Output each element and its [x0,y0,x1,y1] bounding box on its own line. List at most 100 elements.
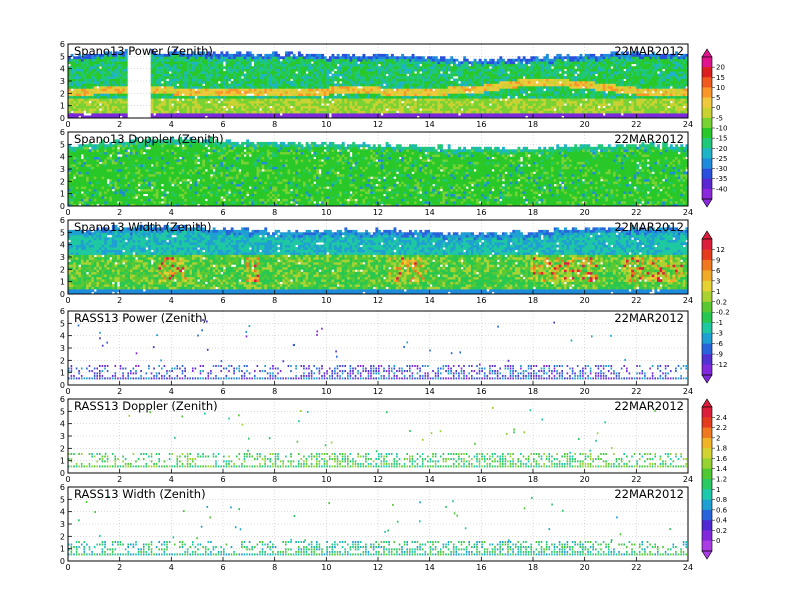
data-cell [202,115,206,118]
data-cell [520,81,523,84]
data-cell [328,66,332,69]
data-cell [602,93,606,97]
data-cell [352,98,356,102]
data-cell [73,88,77,92]
data-cell [272,56,275,60]
data-cell [473,100,477,104]
data-cell [564,63,567,67]
data-cell [362,76,366,79]
data-cell [158,66,162,69]
data-cell [264,88,268,92]
data-cell [432,58,436,62]
data-cell [486,103,490,106]
data-cell [194,63,198,67]
data-cell [372,66,376,69]
data-cell [530,115,534,118]
data-cell [597,113,601,116]
data-cell [101,103,105,106]
data-cell [109,100,113,104]
data-cell [398,115,402,118]
data-cell [176,51,180,55]
data-cell [186,100,190,104]
data-cell [269,88,273,92]
data-cell [290,66,294,69]
data-cell [310,83,314,87]
data-cell [592,78,596,82]
data-cell [579,53,583,57]
data-cell [228,71,232,74]
data-cell [117,83,120,87]
data-cell [602,100,606,104]
data-cell [587,66,591,69]
data-cell [359,113,363,116]
data-cell [458,76,461,79]
data-cell [215,103,219,106]
data-cell [93,71,97,74]
data-cell [168,61,172,65]
data-cell [243,105,247,109]
data-cell [434,95,438,99]
data-cell [266,56,270,60]
data-cell [507,66,511,69]
data-cell [476,108,480,111]
data-cell [86,78,89,82]
data-cell [68,83,71,87]
data-cell [220,76,224,79]
data-cell [419,76,423,79]
data-cell [419,113,423,116]
data-cell [473,85,477,89]
data-cell [352,108,356,111]
data-cell [450,61,454,65]
data-cell [266,110,270,114]
data-cell [158,78,162,82]
data-cell [122,98,126,102]
data-cell [292,83,296,87]
data-cell [390,83,394,87]
data-cell [602,73,606,77]
data-cell [155,115,159,118]
data-cell [323,68,327,72]
data-cell [334,110,337,114]
data-cell [600,105,604,109]
data-cell [274,58,278,62]
data-cell [600,66,604,69]
data-cell [489,58,492,62]
data-cell [300,58,304,62]
data-cell [530,68,534,72]
data-cell [295,56,299,60]
data-cell [600,88,604,92]
data-cell [285,85,288,89]
data-cell [266,81,270,84]
data-cell [367,73,371,77]
data-cell [378,73,381,77]
data-cell [589,61,593,65]
data-cell [401,66,405,69]
data-cell [556,81,560,84]
data-cell [424,71,428,74]
data-cell [362,110,366,114]
data-cell [595,93,598,97]
data-cell [192,53,195,57]
data-cell [416,98,420,102]
data-cell [86,108,89,111]
data-cell [409,58,412,62]
data-cell [171,88,175,92]
data-cell [285,115,288,118]
data-cell [91,110,95,114]
data-cell [88,63,92,67]
data-cell [390,81,394,84]
data-cell [440,83,443,87]
data-cell [437,98,441,102]
data-cell [285,103,288,106]
data-cell [173,53,177,57]
data-cell [199,51,203,55]
data-cell [362,58,366,62]
data-cell [186,68,190,72]
data-cell [512,90,516,94]
data-cell [158,115,162,118]
data-cell [119,98,123,102]
data-cell [491,73,495,77]
data-cell [535,58,539,62]
data-cell [80,100,84,104]
data-cell [171,113,175,116]
